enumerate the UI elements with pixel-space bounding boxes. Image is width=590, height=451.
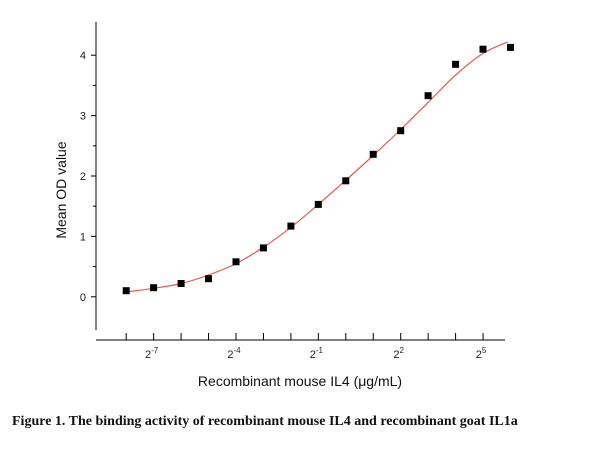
x-tick-exponent: -4 bbox=[233, 346, 241, 355]
x-tick-label: 25 bbox=[476, 346, 487, 361]
x-tick-base: 2 bbox=[145, 349, 151, 361]
x-tick-label: 2-4 bbox=[227, 346, 241, 361]
data-point bbox=[342, 177, 350, 185]
data-point bbox=[150, 284, 158, 292]
x-tick-base: 2 bbox=[310, 349, 316, 361]
y-axis-title: Mean OD value bbox=[53, 141, 69, 238]
data-point bbox=[479, 45, 487, 53]
x-tick-exponent: 2 bbox=[400, 346, 405, 355]
x-tick-label: 2-1 bbox=[310, 346, 324, 361]
x-tick-label: 22 bbox=[393, 346, 404, 361]
data-point bbox=[397, 127, 405, 135]
y-tick-label: 1 bbox=[80, 231, 86, 243]
data-point bbox=[287, 222, 295, 230]
x-tick-exponent: -7 bbox=[151, 346, 159, 355]
data-points bbox=[122, 43, 514, 295]
y-tick-label: 4 bbox=[80, 50, 86, 62]
data-point bbox=[232, 258, 240, 266]
x-ticks: 2-7 2-4 2-1 22 25 bbox=[125, 333, 487, 361]
x-tick-base: 2 bbox=[227, 349, 233, 361]
data-point bbox=[369, 150, 377, 158]
data-point bbox=[122, 287, 130, 295]
figure-caption: Figure 1. The binding activity of recomb… bbox=[12, 414, 518, 429]
x-tick-exponent: 5 bbox=[482, 346, 487, 355]
x-axis-title: Recombinant mouse IL4 (μg/mL) bbox=[198, 373, 402, 389]
x-tick-base: 2 bbox=[476, 349, 482, 361]
y-ticks: 0 1 2 3 4 bbox=[80, 50, 96, 304]
data-point bbox=[507, 43, 514, 51]
data-point bbox=[205, 275, 212, 283]
y-tick-label: 3 bbox=[80, 111, 86, 123]
fit-curve-group bbox=[126, 41, 508, 293]
x-tick-label: 2-7 bbox=[145, 346, 159, 361]
data-point bbox=[452, 60, 460, 68]
y-tick-label: 0 bbox=[80, 292, 86, 304]
data-point bbox=[314, 200, 322, 208]
data-point bbox=[424, 92, 432, 100]
x-tick-exponent: -1 bbox=[316, 346, 324, 355]
fit-curve-line bbox=[126, 41, 508, 293]
y-tick-label: 2 bbox=[80, 171, 86, 183]
axes bbox=[95, 22, 505, 341]
data-point bbox=[177, 280, 185, 287]
data-point bbox=[259, 244, 267, 252]
x-tick-base: 2 bbox=[393, 349, 399, 361]
